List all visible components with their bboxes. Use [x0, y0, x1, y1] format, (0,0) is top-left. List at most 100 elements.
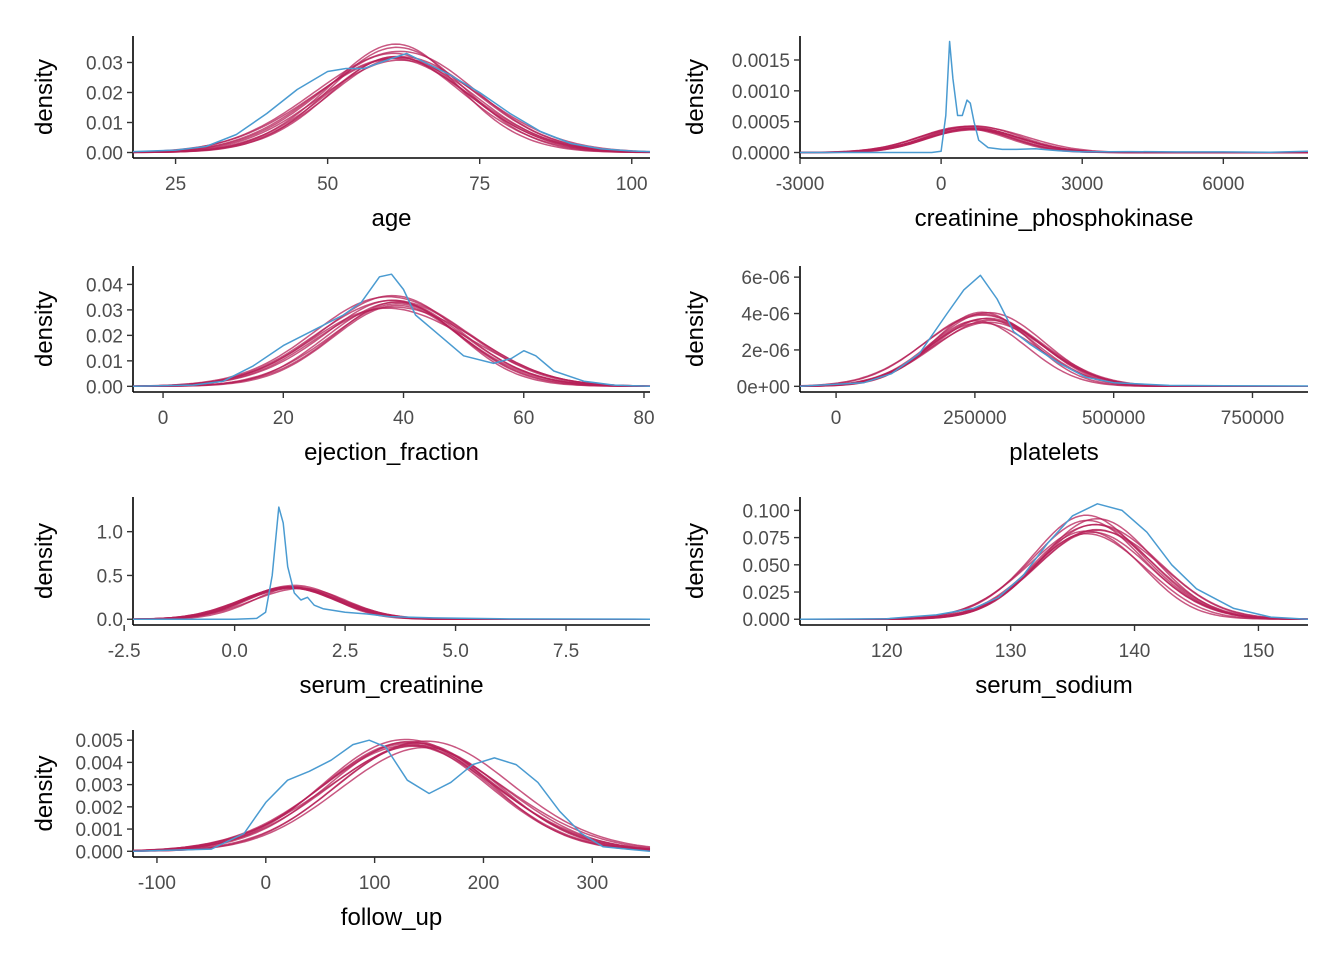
y-tick-label: 0.02 [86, 83, 123, 104]
panel-age: 0.00 0.01 0.02 0.03 25 50 75 100 age density [31, 36, 651, 232]
y-tick-label: 0.025 [742, 583, 790, 604]
x-tick-label: 0 [260, 873, 271, 894]
y-tick-label: 0.003 [75, 776, 123, 797]
x-tick-label: 6000 [1202, 174, 1244, 195]
y-tick-label: 4e-06 [741, 305, 790, 326]
x-tick-label: 140 [1119, 641, 1151, 662]
imputed-density-line [132, 294, 650, 387]
x-axis-title: ejection_fraction [304, 439, 479, 466]
axes: 0.000 0.025 0.050 0.075 0.100 120 130 140 150 [742, 497, 1308, 662]
x-tick-label: 150 [1243, 641, 1275, 662]
x-tick-label: 5.0 [442, 641, 468, 662]
imputed-density-line [133, 52, 651, 153]
imputed-curves [132, 584, 650, 620]
y-tick-label: 0.04 [86, 275, 123, 296]
axes: 0e+00 2e-06 4e-06 6e-06 0 250000 500000 750000 [737, 266, 1308, 429]
y-tick-label: 0.0015 [732, 51, 790, 72]
imputed-curves [132, 43, 651, 154]
imputed-density-line [132, 59, 651, 154]
imputed-density-line [133, 299, 650, 387]
y-tick-label: 2e-06 [741, 341, 790, 362]
x-tick-label: 500000 [1082, 408, 1145, 429]
x-tick-label: 100 [616, 174, 648, 195]
x-tick-label: 3000 [1061, 174, 1103, 195]
panel-platelets: 0e+00 2e-06 4e-06 6e-06 0 250000 500000 750000 p… [682, 266, 1309, 466]
x-tick-label: 750000 [1221, 408, 1284, 429]
observed-density-line [132, 273, 651, 388]
imputed-density-line [132, 307, 650, 387]
y-tick-label: 0.075 [742, 529, 790, 550]
y-axis-title: density [682, 523, 709, 599]
y-tick-label: 0.01 [86, 114, 123, 135]
observed-density-line [799, 274, 1309, 388]
imputed-density-line [133, 57, 651, 153]
x-tick-label: 0 [158, 408, 169, 429]
x-axis-title: follow_up [341, 904, 442, 931]
imputed-density-line [132, 56, 651, 154]
imputed-density-line [800, 523, 1309, 620]
observed-density-line [132, 739, 651, 853]
y-axis-title: density [31, 523, 58, 599]
y-axis-title: density [31, 291, 58, 367]
y-tick-label: 0.02 [86, 326, 123, 347]
imputed-density-line [132, 57, 651, 153]
imputed-density-line [132, 742, 651, 852]
x-tick-label: 40 [393, 408, 414, 429]
x-tick-label: -3000 [776, 174, 825, 195]
x-tick-label: 250000 [943, 408, 1006, 429]
imputed-density-line [132, 744, 651, 852]
y-tick-label: 0.01 [86, 352, 123, 373]
imputed-density-line [800, 514, 1309, 620]
y-tick-label: 0.00 [86, 144, 123, 165]
y-tick-label: 0.000 [75, 842, 123, 863]
x-axis-title: serum_sodium [975, 672, 1132, 699]
imputed-density-line [800, 523, 1309, 620]
observed-density-line [800, 40, 1309, 154]
y-tick-label: 0.100 [742, 501, 790, 522]
y-tick-label: 0.00 [86, 377, 123, 398]
y-tick-label: 0e+00 [737, 377, 790, 398]
panel-ejection_fraction: 0.00 0.01 0.02 0.03 0.04 0 20 40 60 80 ejection_fr… [31, 266, 655, 466]
imputed-density-line [133, 301, 650, 388]
y-tick-label: 0.03 [86, 301, 123, 322]
x-tick-label: 50 [317, 174, 338, 195]
y-axis-title: density [31, 59, 58, 135]
y-axis-title: density [682, 59, 709, 135]
imputed-density-line [799, 321, 1308, 388]
y-tick-label: 0.004 [75, 753, 123, 774]
imputed-curves [800, 514, 1309, 620]
axes: 0.00 0.01 0.02 0.03 0.04 0 20 40 60 80 [86, 266, 655, 429]
x-tick-label: 120 [871, 641, 903, 662]
imputed-density-line [133, 304, 650, 388]
x-tick-label: 7.5 [553, 641, 579, 662]
x-tick-label: 20 [273, 408, 294, 429]
imputed-density-line [133, 746, 651, 852]
panel-creatinine_phosphokinase: 0.0000 0.0005 0.0010 0.0015 -3000 0 3000 6000 cr… [682, 36, 1309, 232]
y-tick-label: 0.5 [97, 566, 123, 587]
y-tick-label: 0.001 [75, 820, 123, 841]
y-tick-label: 0.000 [742, 610, 790, 631]
x-tick-label: 300 [576, 873, 608, 894]
x-tick-label: 0.0 [221, 641, 247, 662]
x-tick-label: 60 [513, 408, 534, 429]
observed-density-line [133, 506, 651, 620]
x-tick-label: 75 [469, 174, 490, 195]
x-tick-label: 0 [936, 174, 947, 195]
imputed-curves [799, 311, 1308, 388]
imputed-density-line [132, 55, 650, 154]
panel-serum_creatinine: 0.0 0.5 1.0 -2.5 0.0 2.5 5.0 7.5 serum_creatinin… [31, 497, 651, 699]
x-tick-label: 200 [468, 873, 500, 894]
imputed-density-line [132, 306, 651, 387]
y-tick-label: 0.002 [75, 798, 123, 819]
x-tick-label: 25 [165, 174, 186, 195]
panel-serum_sodium: 0.000 0.025 0.050 0.075 0.100 120 130 140 150 ser… [682, 497, 1309, 699]
x-tick-label: 80 [633, 408, 654, 429]
y-tick-label: 6e-06 [741, 268, 790, 289]
y-axis-title: density [682, 291, 709, 367]
imputed-curves [132, 738, 651, 852]
y-tick-label: 1.0 [97, 523, 123, 544]
y-tick-label: 0.0000 [732, 144, 790, 165]
imputed-density-line [132, 46, 650, 154]
